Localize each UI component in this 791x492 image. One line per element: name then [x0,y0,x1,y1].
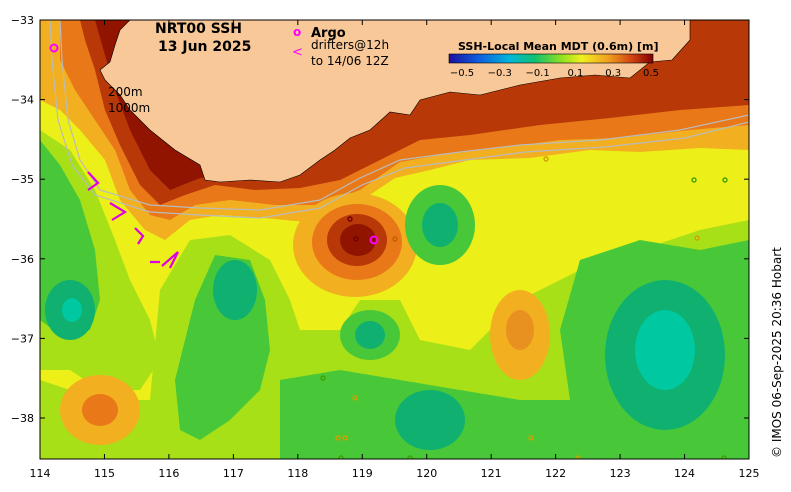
colorbar-tick-label: −0.1 [525,68,549,79]
colorbar-tick-label: −0.5 [450,68,474,79]
y-axis: −33 −34 −35 −36 −37 −38 [11,14,749,425]
x-tick-label: 124 [674,467,695,480]
cold-eddy-west-core [62,298,82,322]
x-tick-label: 116 [158,467,179,480]
x-tick-label: 119 [352,467,373,480]
colorbar-ticks: −0.5 −0.3 −0.1 0.1 0.3 0.5 [450,68,659,79]
plot-frame [39,19,750,460]
credit-text: © IMOS 06-Sep-2025 20:36 Hobart [770,247,784,458]
y-tick-label: −35 [11,173,34,186]
y-tick-label: −33 [11,14,34,27]
x-tick-label: 122 [545,467,566,480]
y-tick-label: −34 [11,94,34,107]
title-line-2: 13 Jun 2025 [158,39,251,55]
y-tick-label: −38 [11,412,34,425]
warm-eddy-122-core [506,310,534,350]
colorbar-tick-label: 0.5 [643,68,659,79]
y-tick-label: −37 [11,332,34,345]
drifter-tracks [87,171,179,269]
x-tick-label: 115 [94,467,115,480]
x-tick-label: 114 [30,467,51,480]
isobath-label-200m: 200m [108,85,143,99]
isobath-1000m [49,20,749,219]
x-tick-label: 118 [287,467,308,480]
cold-eddy-119-core [355,321,385,349]
drifter-legend-line-2: to 14/06 12Z [311,54,389,68]
x-tick-label: 125 [739,467,760,480]
colorbar-title: SSH-Local Mean MDT (0.6m) [m] [458,40,658,53]
x-tick-label: 120 [416,467,437,480]
isobath-200m [59,20,749,211]
x-tick-label: 117 [223,467,244,480]
x-axis: 114 115 116 117 118 119 120 121 122 123 124 125 [30,20,760,480]
cold-eddy-east-core [635,310,695,390]
argo-legend-label: Argo [311,26,346,41]
isobath-label-1000m: 1000m [108,101,150,115]
cold-eddy-south [395,390,465,450]
cold-eddy-120-core [422,203,458,247]
warm-eddy-sw-core [82,394,118,426]
x-tick-label: 121 [481,467,502,480]
colorbar-tick-label: 0.1 [567,68,583,79]
argo-float [49,43,59,53]
argo-float [369,235,379,245]
obs-dots [320,156,728,459]
title-line-1: NRT00 SSH [155,21,242,37]
drifter-legend-line-1: drifters@12h [311,38,389,52]
argo-legend-symbol: o [293,25,301,39]
x-tick-label: 123 [610,467,631,480]
drifter-legend-symbol: < [292,45,303,60]
colorbar-tick-label: 0.3 [605,68,621,79]
y-tick-label: −36 [11,253,34,266]
colorbar [448,53,654,64]
ssh-field [40,20,749,459]
cold-eddy-117 [213,260,257,320]
colorbar-tick-label: −0.3 [488,68,512,79]
